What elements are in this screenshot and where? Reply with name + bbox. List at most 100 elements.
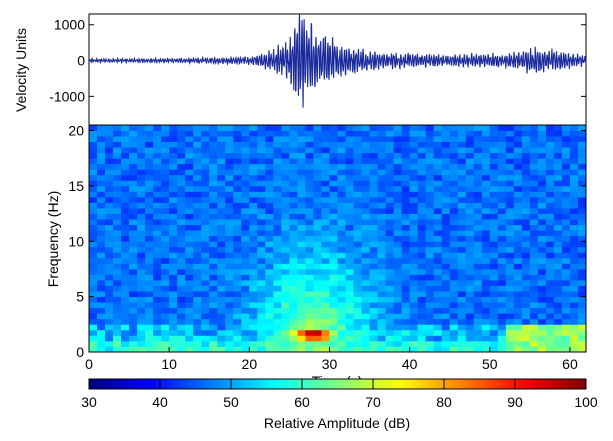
heatmap-cell bbox=[273, 307, 282, 314]
heatmap-cell bbox=[361, 136, 370, 143]
heatmap-cell bbox=[337, 291, 346, 298]
heatmap-cell bbox=[577, 252, 587, 259]
heatmap-cell bbox=[361, 280, 370, 286]
heatmap-cell bbox=[297, 246, 306, 253]
heatmap-cell bbox=[265, 169, 274, 176]
heatmap-cell bbox=[201, 219, 210, 226]
heatmap-cell bbox=[577, 257, 587, 264]
heatmap-cell bbox=[569, 307, 579, 314]
heatmap-cell bbox=[273, 196, 282, 203]
heatmap-cell bbox=[393, 169, 403, 176]
heatmap-cell bbox=[425, 335, 435, 342]
heatmap-cell bbox=[97, 196, 106, 203]
heatmap-cell bbox=[105, 263, 114, 270]
heatmap-cell bbox=[233, 285, 242, 292]
colorbar-swatch bbox=[208, 379, 214, 389]
heatmap-cell bbox=[201, 235, 210, 242]
heatmap-cell bbox=[329, 313, 338, 320]
heatmap-cell bbox=[137, 174, 146, 181]
heatmap-cell bbox=[361, 163, 370, 170]
heatmap-cell bbox=[105, 224, 114, 231]
heatmap-cell bbox=[433, 268, 443, 275]
heatmap-cell bbox=[337, 158, 346, 165]
colorbar-swatch bbox=[580, 379, 587, 389]
heatmap-cell bbox=[225, 174, 234, 181]
heatmap-cell bbox=[185, 307, 194, 314]
spectrogram-heatmap bbox=[89, 125, 587, 353]
heatmap-cell bbox=[393, 230, 403, 237]
heatmap-cell bbox=[425, 257, 435, 264]
heatmap-cell bbox=[369, 219, 378, 226]
heatmap-cell bbox=[225, 340, 234, 347]
heatmap-cell bbox=[313, 280, 322, 286]
heatmap-cell bbox=[209, 191, 218, 198]
heatmap-cell bbox=[113, 141, 122, 148]
heatmap-cell bbox=[153, 241, 162, 248]
heatmap-cell bbox=[313, 318, 322, 325]
heatmap-cell bbox=[337, 169, 346, 176]
heatmap-cell bbox=[425, 340, 435, 347]
heatmap-cell bbox=[137, 152, 146, 159]
heatmap-cell bbox=[153, 313, 162, 320]
heatmap-cell bbox=[441, 224, 451, 231]
heatmap-cell bbox=[265, 158, 274, 165]
heatmap-cell bbox=[473, 196, 483, 203]
heatmap-cell bbox=[209, 174, 218, 181]
heatmap-cell bbox=[489, 329, 499, 336]
heatmap-cell bbox=[281, 202, 290, 209]
heatmap-cell bbox=[177, 147, 186, 154]
heatmap-cell bbox=[497, 280, 507, 286]
heatmap-cell bbox=[97, 318, 106, 325]
heatmap-cell bbox=[113, 280, 122, 286]
heatmap-cell bbox=[297, 147, 306, 154]
heatmap-cell bbox=[481, 130, 491, 137]
heatmap-cell bbox=[297, 196, 306, 203]
heatmap-cell bbox=[321, 152, 330, 159]
heatmap-cell bbox=[545, 147, 555, 154]
heatmap-cell bbox=[489, 230, 499, 237]
heatmap-cell bbox=[345, 213, 354, 220]
heatmap-cell bbox=[497, 307, 507, 314]
heatmap-cell bbox=[257, 263, 266, 270]
heatmap-cell bbox=[561, 152, 571, 159]
heatmap-cell bbox=[417, 230, 427, 237]
heatmap-cell bbox=[377, 174, 386, 181]
heatmap-cell bbox=[289, 202, 298, 209]
heatmap-cell bbox=[545, 136, 555, 143]
heatmap-cell bbox=[569, 169, 579, 176]
heatmap-cell bbox=[561, 296, 571, 303]
heatmap-cell bbox=[185, 147, 194, 154]
heatmap-cell bbox=[481, 180, 491, 187]
heatmap-cell bbox=[441, 147, 451, 154]
heatmap-cell bbox=[105, 158, 114, 165]
heatmap-cell bbox=[289, 224, 298, 231]
heatmap-cell bbox=[137, 125, 146, 131]
heatmap-cell bbox=[577, 130, 587, 137]
heatmap-cell bbox=[393, 180, 403, 187]
heatmap-cell bbox=[161, 274, 170, 281]
heatmap-cell bbox=[201, 335, 210, 342]
heatmap-cell bbox=[153, 268, 162, 275]
heatmap-cell bbox=[313, 291, 322, 298]
colorbar-swatch bbox=[373, 379, 380, 389]
heatmap-cell bbox=[129, 252, 138, 259]
heatmap-cell bbox=[441, 318, 451, 325]
heatmap-cell bbox=[313, 302, 322, 309]
heatmap-cell bbox=[537, 208, 547, 214]
heatmap-cell bbox=[89, 180, 98, 187]
heatmap-cell bbox=[241, 163, 250, 170]
heatmap-cell bbox=[337, 263, 346, 270]
heatmap-cell bbox=[497, 291, 507, 298]
heatmap-cell bbox=[241, 241, 250, 248]
heatmap-cell bbox=[193, 241, 202, 248]
heatmap-cell bbox=[481, 174, 491, 181]
heatmap-cell bbox=[89, 213, 98, 220]
colorbar-swatch bbox=[358, 379, 364, 389]
heatmap-cell bbox=[473, 158, 483, 165]
heatmap-cell bbox=[225, 252, 234, 259]
heatmap-cell bbox=[369, 213, 378, 220]
heatmap-cell bbox=[209, 274, 218, 281]
heatmap-cell bbox=[577, 158, 587, 165]
heatmap-cell bbox=[193, 147, 202, 154]
heatmap-cell bbox=[241, 141, 250, 148]
